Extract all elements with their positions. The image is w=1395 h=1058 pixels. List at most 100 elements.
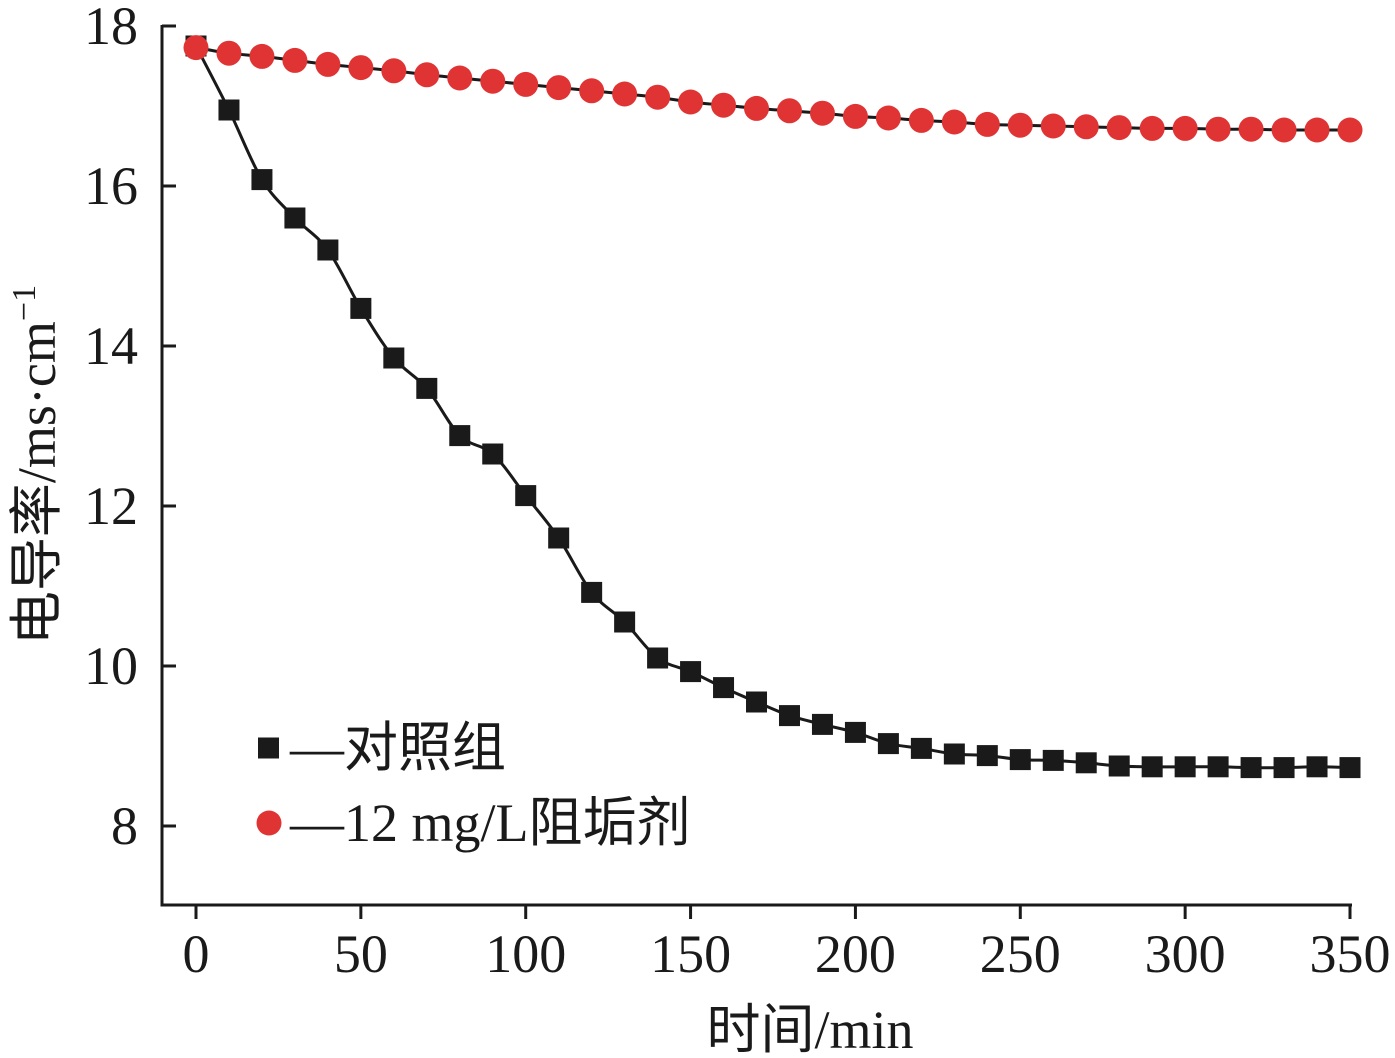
y-tick-label: 16 bbox=[84, 156, 138, 216]
x-tick-label: 200 bbox=[815, 924, 896, 984]
data-point-square bbox=[680, 661, 702, 683]
data-point-square bbox=[317, 239, 339, 261]
data-point-circle bbox=[1337, 117, 1363, 143]
data-point-circle bbox=[480, 68, 506, 94]
data-point-circle bbox=[282, 47, 308, 73]
data-point-square bbox=[1141, 756, 1163, 778]
x-tick-label: 250 bbox=[980, 924, 1061, 984]
data-point-circle bbox=[1139, 115, 1165, 141]
legend-label: —对照组 bbox=[289, 718, 506, 778]
y-tick-label: 14 bbox=[84, 316, 138, 376]
data-point-square bbox=[1273, 757, 1295, 779]
data-point-circle bbox=[1271, 117, 1297, 143]
legend-marker-square bbox=[258, 737, 279, 759]
data-point-square bbox=[844, 721, 866, 743]
data-point-circle bbox=[842, 103, 868, 129]
legend-item: —12 mg/L阻垢剂 bbox=[256, 793, 691, 853]
data-point-circle bbox=[974, 111, 1000, 137]
data-point-square bbox=[713, 677, 735, 699]
data-point-square bbox=[251, 169, 273, 191]
data-point-circle bbox=[744, 95, 770, 121]
y-axis-label-main: 电导率/ms·cm bbox=[7, 321, 67, 645]
data-point-circle bbox=[1007, 112, 1033, 138]
data-point-square bbox=[218, 99, 240, 121]
data-point-square bbox=[746, 691, 768, 713]
data-point-circle bbox=[348, 55, 374, 81]
series-line bbox=[194, 45, 1351, 770]
x-tick-label: 300 bbox=[1145, 924, 1226, 984]
data-point-circle bbox=[1205, 116, 1231, 142]
data-point-circle bbox=[546, 75, 572, 101]
data-point-square bbox=[350, 297, 372, 319]
data-point-circle bbox=[809, 100, 835, 126]
data-point-square bbox=[1207, 756, 1229, 778]
data-point-circle bbox=[711, 92, 737, 118]
x-tick-label: 150 bbox=[650, 924, 731, 984]
legend-label: —12 mg/L阻垢剂 bbox=[289, 793, 691, 853]
axes bbox=[160, 25, 1352, 907]
data-point-circle bbox=[645, 84, 671, 110]
series-1 bbox=[185, 35, 1361, 779]
y-axis-label-group: 电导率/ms·cm−1 bbox=[6, 285, 67, 645]
data-point-circle bbox=[612, 81, 638, 107]
data-point-square bbox=[1306, 756, 1328, 778]
data-point-square bbox=[515, 485, 537, 507]
series-layer bbox=[183, 35, 1363, 779]
data-point-circle bbox=[513, 71, 539, 97]
data-point-circle bbox=[381, 58, 407, 84]
data-point-square bbox=[416, 377, 438, 399]
data-point-square bbox=[449, 425, 471, 447]
data-point-square bbox=[581, 581, 603, 603]
y-axis-label: 电导率/ms·cm−1 bbox=[6, 285, 67, 645]
data-point-square bbox=[1075, 752, 1097, 774]
x-tick-label: 350 bbox=[1310, 924, 1391, 984]
data-point-square bbox=[1339, 757, 1361, 779]
data-point-square bbox=[976, 745, 998, 767]
y-ticks: 8 10 12 14 16 18 bbox=[84, 0, 176, 856]
data-point-square bbox=[647, 647, 669, 669]
data-point-circle bbox=[183, 35, 209, 61]
series-2 bbox=[183, 35, 1363, 143]
data-point-circle bbox=[1073, 114, 1099, 140]
data-point-square bbox=[1042, 749, 1064, 771]
data-point-square bbox=[943, 743, 965, 765]
data-point-square bbox=[482, 443, 504, 465]
data-point-circle bbox=[776, 98, 802, 124]
data-point-circle bbox=[579, 78, 605, 104]
data-point-square bbox=[778, 705, 800, 727]
data-point-square bbox=[1174, 756, 1196, 778]
data-point-circle bbox=[941, 109, 967, 135]
x-tick-label: 50 bbox=[334, 924, 388, 984]
x-axis-label: 时间/min bbox=[706, 1000, 913, 1058]
data-point-square bbox=[877, 733, 899, 755]
data-point-circle bbox=[678, 89, 704, 115]
data-point-circle bbox=[447, 65, 473, 91]
y-tick-label: 12 bbox=[84, 476, 138, 536]
data-point-circle bbox=[414, 62, 440, 88]
y-tick-label: 18 bbox=[84, 0, 138, 56]
data-point-square bbox=[614, 611, 636, 633]
data-point-circle bbox=[216, 40, 242, 66]
y-tick-label: 8 bbox=[111, 796, 138, 856]
x-tick-label: 0 bbox=[183, 924, 210, 984]
data-point-square bbox=[910, 737, 932, 759]
data-point-square bbox=[1108, 755, 1130, 777]
data-point-square bbox=[1240, 757, 1262, 779]
data-point-square bbox=[811, 713, 833, 735]
data-point-circle bbox=[249, 43, 275, 69]
data-point-circle bbox=[1106, 115, 1132, 141]
data-point-circle bbox=[315, 51, 341, 77]
data-point-circle bbox=[908, 107, 934, 133]
legend-marker-circle bbox=[256, 810, 282, 836]
x-tick-label: 100 bbox=[485, 924, 566, 984]
data-point-circle bbox=[1172, 115, 1198, 141]
data-point-circle bbox=[1040, 113, 1066, 139]
data-point-square bbox=[548, 527, 570, 549]
x-ticks: 0 50 100 150 200 250 300 350 bbox=[183, 905, 1391, 984]
y-tick-label: 10 bbox=[84, 636, 138, 696]
data-point-circle bbox=[1304, 117, 1330, 143]
data-point-square bbox=[383, 347, 405, 369]
data-point-circle bbox=[875, 105, 901, 131]
data-point-square bbox=[284, 207, 306, 229]
